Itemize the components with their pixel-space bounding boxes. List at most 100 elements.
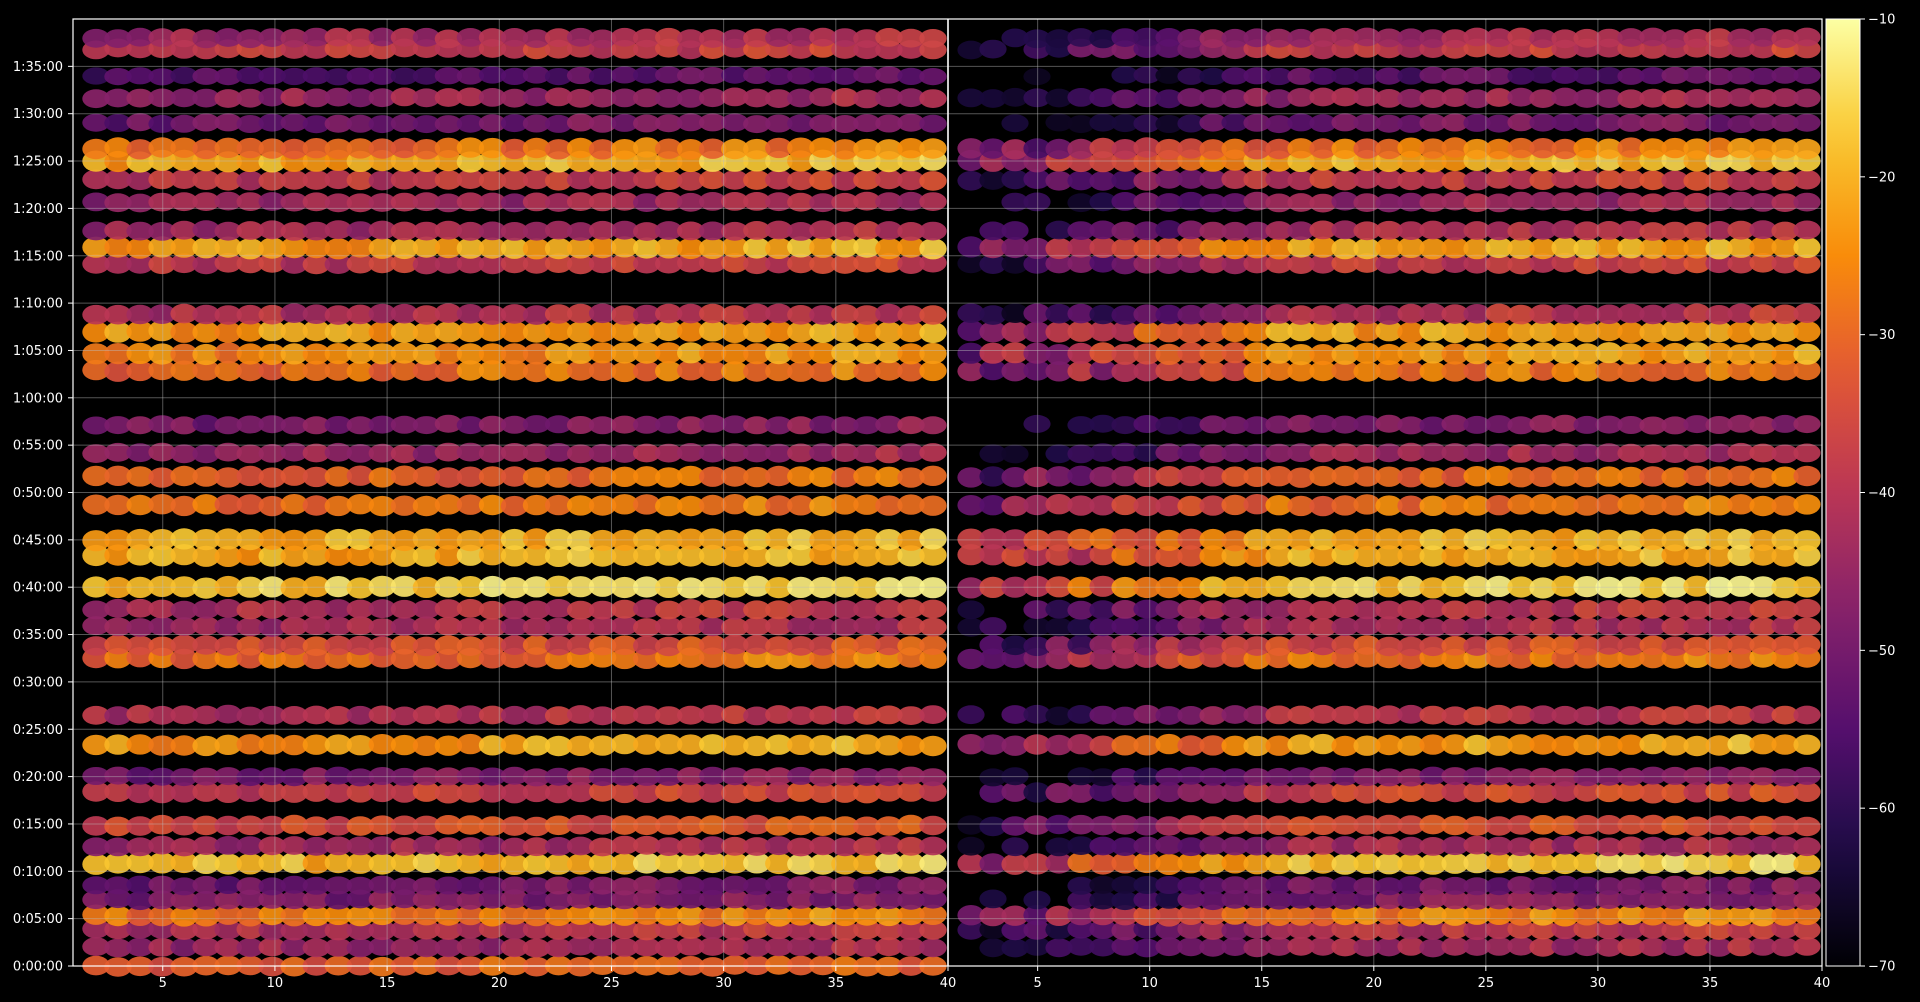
heat-cell <box>522 635 551 655</box>
heat-cell <box>831 782 859 803</box>
heat-cell <box>302 938 330 958</box>
heat-cell <box>368 904 396 926</box>
heat-cell <box>1397 815 1425 835</box>
heat-cell <box>1309 465 1337 487</box>
heat-cell <box>655 767 683 786</box>
heat-cell <box>412 815 441 836</box>
heat-cell <box>258 415 286 434</box>
heat-cell <box>1485 67 1513 85</box>
heat-cell <box>875 238 903 260</box>
heat-cell <box>1023 734 1051 755</box>
heat-cell <box>1375 836 1403 856</box>
heat-cell <box>280 170 308 190</box>
heat-cell <box>258 937 286 957</box>
heat-cell <box>412 495 441 517</box>
heat-cell <box>1683 303 1711 324</box>
heat-cell <box>1727 836 1755 856</box>
heat-cell <box>192 360 220 381</box>
heat-cell <box>302 876 330 895</box>
heat-cell <box>1089 575 1117 597</box>
heat-cell <box>787 616 815 636</box>
heat-cell <box>655 170 683 191</box>
heat-cell <box>765 192 793 212</box>
heat-cell <box>1727 115 1755 134</box>
heat-cell <box>1265 67 1293 86</box>
heat-cell <box>1133 599 1161 619</box>
heat-cell <box>1705 171 1733 191</box>
heat-cell <box>655 319 683 342</box>
heat-cell <box>236 889 264 909</box>
heat-cell <box>765 528 793 550</box>
heat-cell <box>236 906 264 927</box>
heat-cell <box>302 734 330 755</box>
heat-cell <box>1463 706 1491 726</box>
heat-cell <box>957 734 985 755</box>
heat-cell <box>1199 783 1227 804</box>
heat-cell <box>1265 767 1293 786</box>
heat-cell <box>478 320 507 342</box>
heat-cell <box>522 238 551 260</box>
heat-cell <box>699 113 727 132</box>
heat-cell <box>324 876 352 895</box>
heat-cell <box>853 545 881 567</box>
heat-cell <box>919 836 947 856</box>
heat-cell <box>214 360 242 382</box>
heat-cell <box>1617 321 1645 343</box>
heat-cell <box>126 766 154 785</box>
heat-cell <box>1727 616 1755 636</box>
heat-cell <box>875 890 903 910</box>
heat-cell <box>610 220 639 240</box>
heat-cell <box>655 938 683 958</box>
heat-cell <box>1551 321 1579 343</box>
heat-cell <box>258 767 286 786</box>
heat-cell <box>302 360 330 381</box>
heat-cell <box>1067 782 1095 803</box>
heat-cell <box>346 321 374 343</box>
heat-cell <box>1155 169 1183 189</box>
heat-cell <box>1177 735 1205 756</box>
heat-cell <box>1111 544 1139 566</box>
heat-cell <box>809 466 837 488</box>
heat-cell <box>82 89 110 109</box>
heat-cell <box>831 342 859 364</box>
heat-cell <box>522 343 551 365</box>
heat-cell <box>1463 27 1491 47</box>
heat-cell <box>1705 67 1733 86</box>
heat-cell <box>721 87 749 107</box>
heat-cell <box>280 67 308 86</box>
heat-cell <box>1595 28 1623 48</box>
heat-cell <box>1661 636 1689 656</box>
heat-cell <box>1309 253 1337 274</box>
heat-cell <box>1529 342 1557 364</box>
heat-cell <box>1067 851 1095 874</box>
heat-cell <box>853 138 881 160</box>
heat-cell <box>655 889 683 909</box>
heat-cell <box>302 443 330 463</box>
heat-cell <box>148 890 176 910</box>
heat-cell <box>633 466 661 487</box>
heat-cell <box>1397 937 1425 956</box>
heat-cell <box>610 733 639 755</box>
heat-cell <box>765 237 793 259</box>
heat-cell <box>544 891 573 910</box>
heat-cell <box>1705 635 1733 655</box>
heat-cell <box>1199 528 1227 551</box>
heat-cell <box>610 170 639 190</box>
heat-cell <box>1705 360 1733 381</box>
heat-cell <box>456 876 485 895</box>
heat-cell <box>1595 600 1623 619</box>
heat-cell <box>831 837 859 857</box>
heat-cell <box>1441 29 1469 48</box>
heat-cell <box>743 138 771 160</box>
heat-cell <box>214 252 242 273</box>
heat-cell <box>1529 444 1557 463</box>
heat-cell <box>346 304 374 325</box>
heat-cell <box>82 705 110 725</box>
heat-cell <box>897 766 925 785</box>
heat-cell <box>1199 237 1227 259</box>
heat-cell <box>126 88 154 108</box>
colorbar-scale <box>1826 19 1860 966</box>
heat-cell <box>1639 617 1667 636</box>
heat-cell <box>1595 113 1623 132</box>
heat-cell <box>1023 575 1051 598</box>
